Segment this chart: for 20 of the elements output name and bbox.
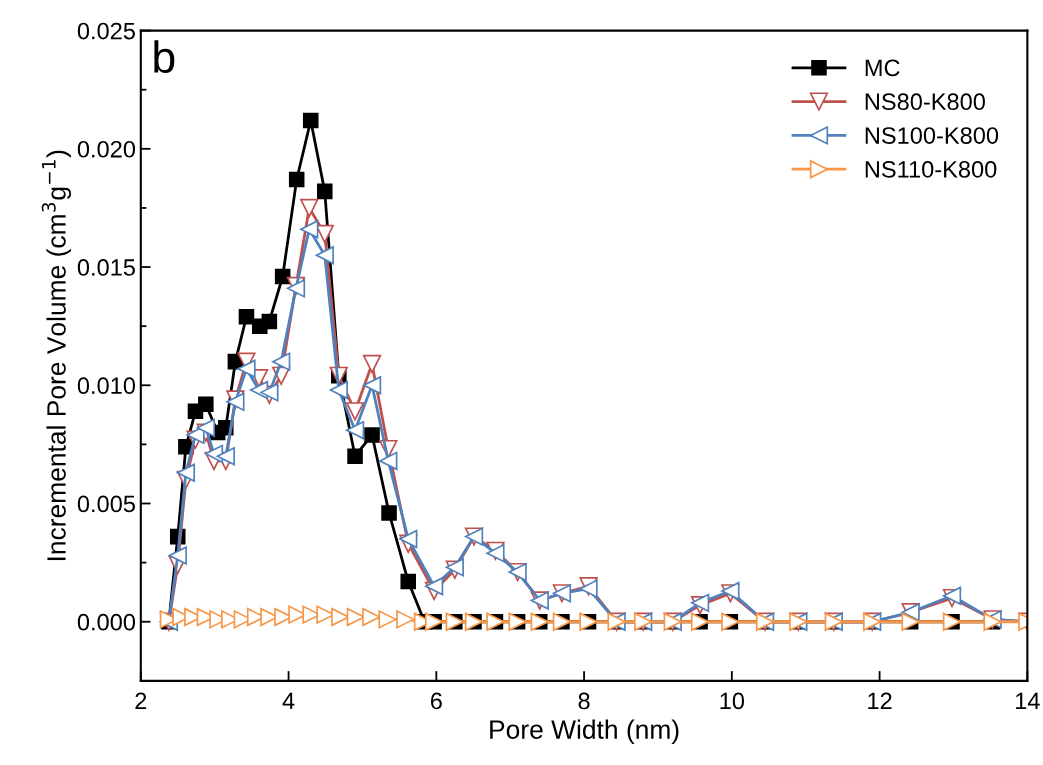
annotation: b: [154, 40, 175, 73]
legend-label: NS110-K800: [865, 161, 997, 178]
y-tick-label: 0.020: [77, 140, 136, 158]
x-tick-label: 2: [135, 692, 147, 710]
x-tick-label: 4: [282, 692, 295, 710]
y-tick-label: 0.010: [77, 377, 136, 395]
y-tick-label: 0.025: [77, 22, 135, 40]
legend-label: NS80-K800: [865, 93, 985, 111]
x-tick-label: 12: [868, 692, 892, 710]
x-tick-label: 14: [1016, 692, 1040, 710]
legend-label: MC: [865, 59, 900, 77]
x-tick-label: 8: [578, 692, 590, 710]
x-tick-label: 6: [430, 692, 442, 710]
y-tick-label: 0.000: [77, 613, 136, 631]
x-axis-title: Pore Width (nm): [490, 719, 679, 745]
y-tick-label: 0.005: [77, 495, 135, 513]
x-tick-label: 10: [720, 692, 745, 710]
y-axis-title: Incremental Pore Volume (cm$^{3}$g$^{−1}$): [41, 150, 72, 561]
y-tick-label: 0.015: [77, 259, 135, 276]
legend-label: NS100-K800: [865, 127, 999, 144]
